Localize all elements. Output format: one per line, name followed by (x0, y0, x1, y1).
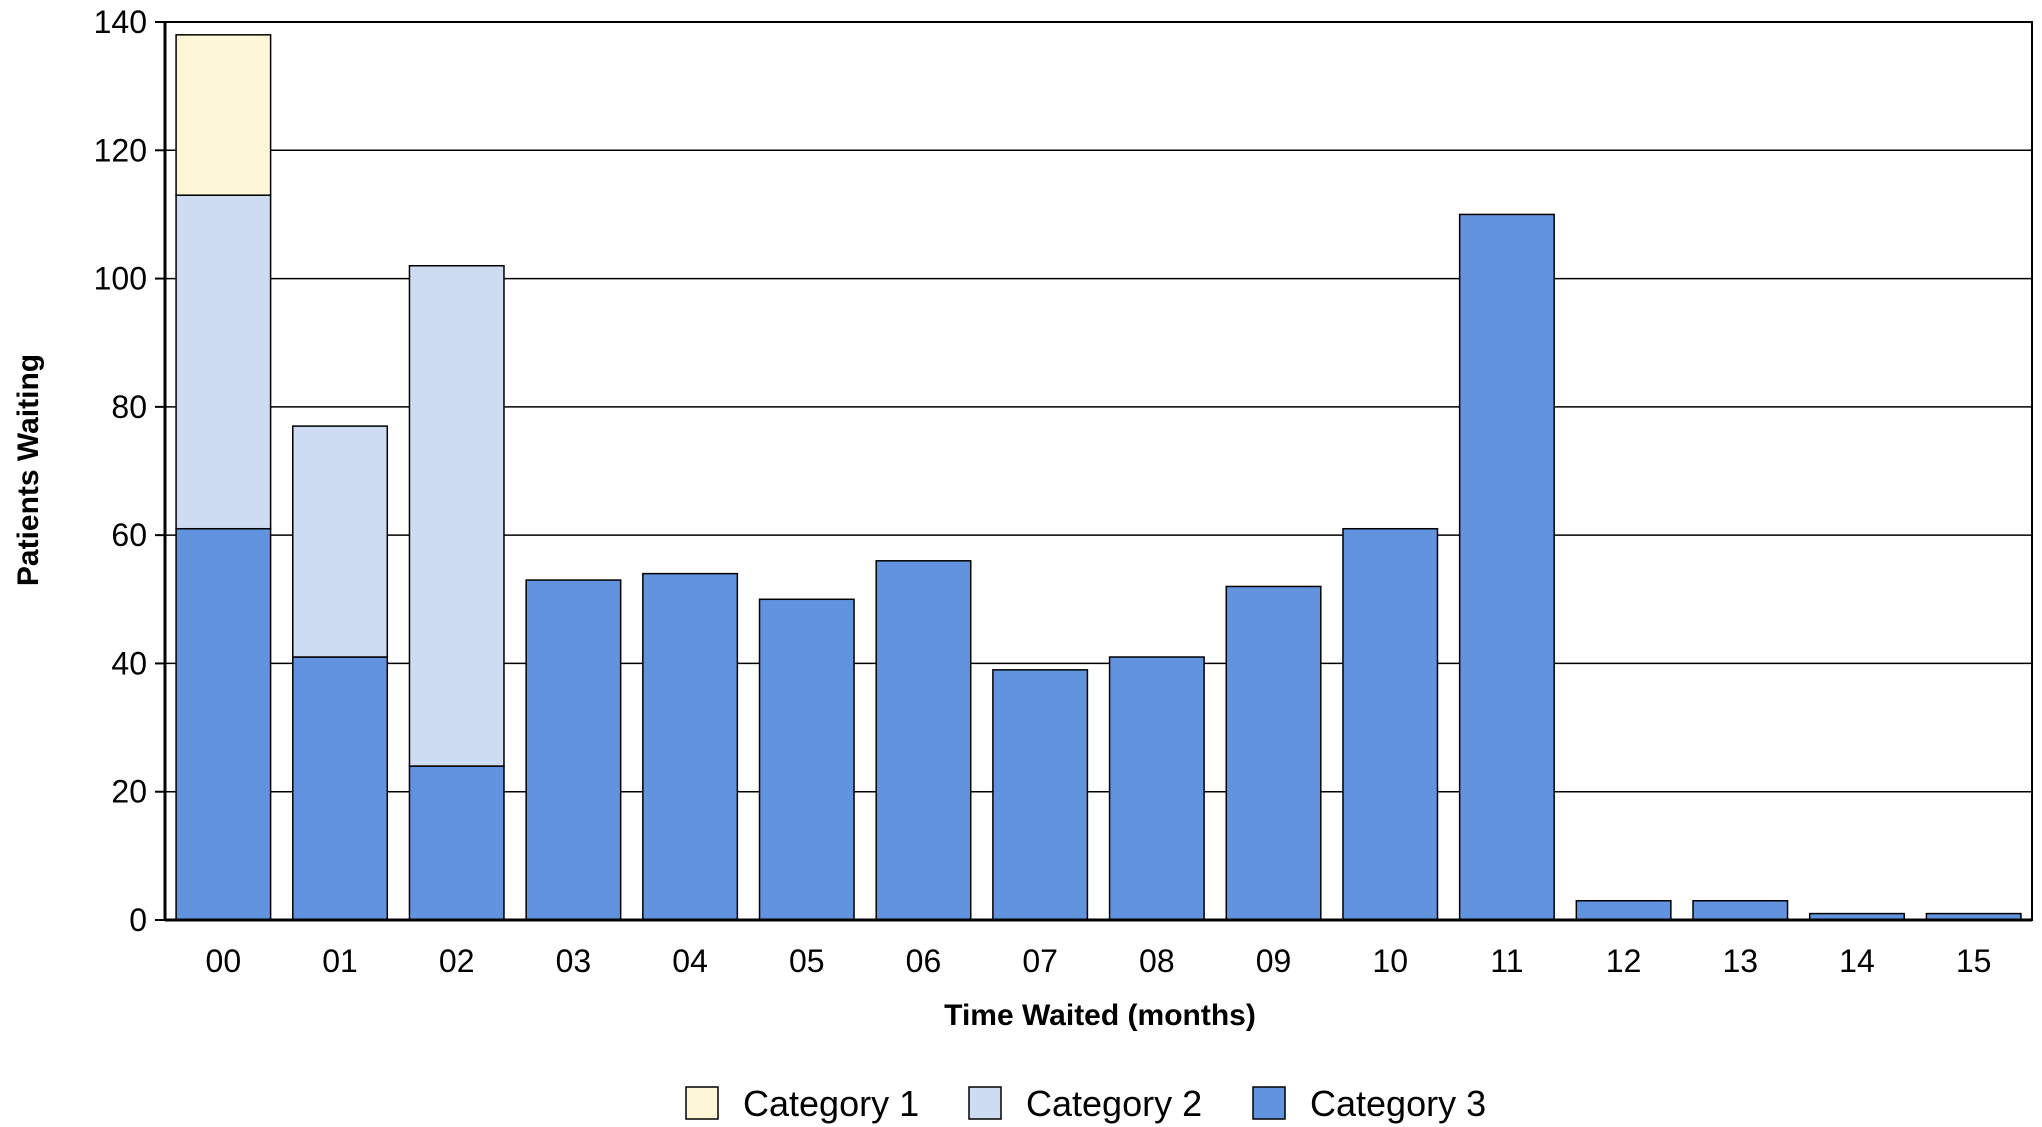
bar-segment (1108, 656, 1205, 921)
x-tick-label: 11 (1490, 943, 1523, 979)
y-tick-labels: 0 20 40 60 80 100 120 140 (94, 4, 147, 938)
x-tick-label: 06 (906, 943, 942, 979)
bar-segment (758, 598, 855, 921)
x-tick-label: 02 (439, 943, 475, 979)
y-tick-label: 40 (111, 645, 147, 681)
y-tick-label: 60 (111, 517, 147, 553)
x-tick-label: 08 (1139, 943, 1175, 979)
x-tick-label: 03 (556, 943, 592, 979)
bar-segment (525, 579, 622, 921)
legend-label: Category 3 (1310, 1083, 1486, 1124)
legend-item: Category 1 (685, 1083, 919, 1124)
y-tick-label: 20 (111, 774, 147, 810)
x-tick-labels: 00 01 02 03 04 05 06 07 08 09 10 11 12 13 14 15 (206, 943, 1992, 979)
y-tick-label: 120 (94, 132, 147, 168)
y-axis-title: Patients Waiting (12, 354, 45, 586)
x-tick-label: 13 (1722, 943, 1758, 979)
axes (155, 21, 2033, 922)
x-tick-label: 14 (1839, 943, 1875, 979)
legend-swatch (685, 1086, 719, 1120)
legend-label: Category 1 (743, 1083, 919, 1124)
x-tick-label: 15 (1956, 943, 1992, 979)
x-axis-title: Time Waited (months) (944, 999, 1256, 1032)
x-tick-label: 05 (789, 943, 825, 979)
bar-segment (292, 425, 389, 658)
bar-segment (408, 765, 505, 921)
bar-segment (292, 656, 389, 921)
bar-segment (642, 572, 739, 921)
bar-segment (175, 527, 272, 921)
x-tick-label: 10 (1372, 943, 1408, 979)
x-tick-label: 12 (1606, 943, 1642, 979)
bar-segment (1225, 585, 1322, 921)
x-tick-label: 00 (206, 943, 242, 979)
legend-label: Category 2 (1026, 1083, 1202, 1124)
bar-segment (175, 194, 272, 530)
bar-segment (408, 264, 505, 767)
legend-item: Category 3 (1252, 1083, 1486, 1124)
x-tick-label: 07 (1022, 943, 1058, 979)
y-tick-label: 140 (94, 4, 147, 40)
legend-item: Category 2 (968, 1083, 1202, 1124)
x-tick-label: 04 (672, 943, 708, 979)
bar-segment (1692, 900, 1789, 921)
legend-swatch (1252, 1086, 1286, 1120)
bar-segment (1458, 213, 1555, 921)
bar-segment (175, 34, 272, 196)
bar-segment (875, 560, 972, 921)
x-tick-label: 01 (322, 943, 358, 979)
bar-segment (1575, 900, 1672, 921)
y-tick-label: 80 (111, 389, 147, 425)
legend-swatch (968, 1086, 1002, 1120)
bar-segment (1342, 527, 1439, 921)
legend: Category 1 Category 2 Category 3 (685, 1083, 1486, 1124)
y-tick-label: 0 (129, 902, 147, 938)
x-tick-label: 09 (1256, 943, 1292, 979)
bar-segment (992, 669, 1089, 921)
y-tick-label: 100 (94, 261, 147, 297)
bars (175, 34, 2022, 921)
